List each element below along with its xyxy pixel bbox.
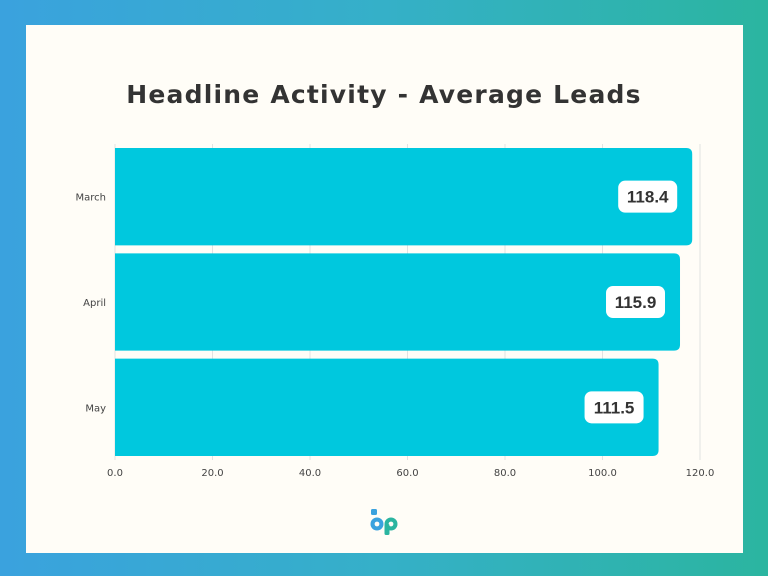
x-tick-label: 120.0 <box>686 468 715 479</box>
chart-title: Headline Activity - Average Leads <box>126 80 642 109</box>
x-tick-label: 60.0 <box>396 468 418 479</box>
data-label: 118.4 <box>627 188 669 207</box>
data-label: 115.9 <box>615 293 657 312</box>
bar-may <box>115 358 659 456</box>
category-label: March <box>76 193 106 204</box>
data-label: 111.5 <box>594 398 635 417</box>
bp-logo-icon <box>370 509 398 535</box>
data-label-box <box>584 391 644 424</box>
bar-march <box>115 148 693 246</box>
x-tick-label: 100.0 <box>588 468 617 479</box>
bars <box>115 148 693 456</box>
category-label: April <box>83 298 106 309</box>
data-labels: 118.4 115.9 111.5 <box>584 180 678 424</box>
x-axis-tick-labels: 0.0 20.0 40.0 60.0 80.0 100.0 120.0 <box>107 468 714 479</box>
bar-april <box>115 253 681 351</box>
x-tick-label: 40.0 <box>299 468 321 479</box>
category-labels: March April May <box>76 193 107 415</box>
category-label: May <box>85 403 106 414</box>
x-tick-label: 80.0 <box>494 468 516 479</box>
x-tick-label: 0.0 <box>107 468 123 479</box>
data-label-box <box>606 286 666 318</box>
x-tick-label: 20.0 <box>201 468 223 479</box>
data-label-box <box>618 180 678 213</box>
